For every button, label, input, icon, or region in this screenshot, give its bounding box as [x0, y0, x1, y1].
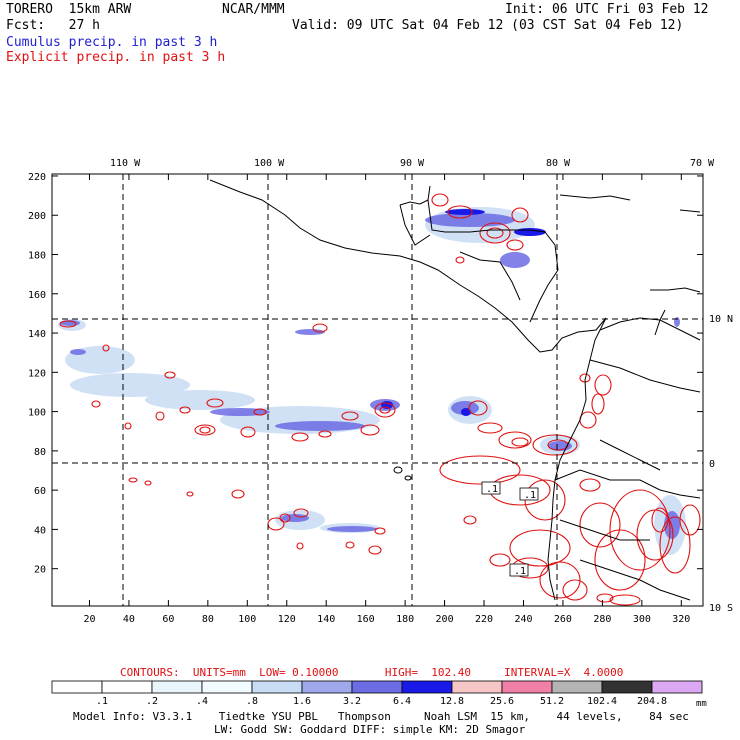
y-tick-label: 140 [28, 329, 46, 340]
colorbar-label: 204.8 [637, 696, 667, 707]
y-tick-label: 200 [28, 211, 46, 222]
x-tick-label: 40 [123, 614, 135, 625]
x-tick-label: 200 [436, 614, 454, 625]
x-tick-labels: 20 40 60 80 100 120 140 160 180 200 220 240 260 280 30… [83, 614, 690, 625]
colorbar-units: mm [696, 699, 707, 709]
y-tick-label: 40 [34, 525, 46, 536]
explicit-field-label: Explicit precip. in past 3 h [6, 50, 226, 65]
colorbar-label: 51.2 [540, 696, 564, 707]
colorbar-labels: .1 .2 .4 .8 1.6 3.2 6.4 12.8 25.6 51.2 102.4 204.8 [96, 696, 667, 707]
x-tick-label: 180 [396, 614, 414, 625]
x-tick-label: 240 [514, 614, 532, 625]
y-tick-label: 80 [34, 447, 46, 458]
y-tick-label: 20 [34, 565, 46, 576]
colorbar-swatch [51, 680, 103, 694]
colorbar-label: 102.4 [587, 696, 617, 707]
colorbar-label: 1.6 [293, 696, 311, 707]
init-time: Init: 06 UTC Fri 03 Feb 12 [505, 2, 709, 17]
x-tick-label: 220 [475, 614, 493, 625]
lat-label-10n: 10 N [709, 314, 733, 325]
colorbar-swatch [601, 680, 653, 694]
coastlines [209, 179, 701, 601]
colorbar-swatch [151, 680, 203, 694]
colorbar-swatch [101, 680, 153, 694]
lat-label-10s: 10 S [709, 603, 733, 614]
colorbar-swatch [451, 680, 503, 694]
forecast-hour: Fcst: 27 h [6, 18, 100, 33]
colorbar-swatch [501, 680, 553, 694]
latlon-grid [52, 174, 703, 606]
x-tick-label: 80 [202, 614, 214, 625]
colorbar-label: .1 [96, 696, 108, 707]
contours-info: CONTOURS: UNITS=mm LOW= 0.10000 HIGH= 10… [120, 666, 624, 679]
x-tick-label: 300 [633, 614, 651, 625]
colorbar-swatch [251, 680, 303, 694]
colorbar-swatch [301, 680, 353, 694]
map-frame [51, 173, 704, 607]
model-info: Model Info: V3.3.1 Tiedtke YSU PBL Thomp… [73, 710, 689, 723]
colorbar [51, 680, 703, 694]
colorbar-label: .4 [196, 696, 208, 707]
y-tick-label: 100 [28, 408, 46, 419]
y-tick-label: 180 [28, 251, 46, 262]
axis-ticks [52, 174, 703, 606]
cumulus-precip-shading [58, 207, 686, 555]
svg-text:.1: .1 [524, 490, 536, 501]
colorbar-swatch [551, 680, 603, 694]
physics-info: LW: Godd SW: Goddard DIFF: simple KM: 2D… [214, 723, 526, 736]
lon-label-100w: 100 W [254, 158, 285, 169]
colorbar-swatch [651, 680, 703, 694]
colorbar-swatch [201, 680, 253, 694]
colorbar-swatch [351, 680, 403, 694]
x-tick-label: 260 [554, 614, 572, 625]
lon-label-80w: 80 W [546, 158, 571, 169]
colorbar-label: 3.2 [343, 696, 361, 707]
model-title: TORERO 15km ARW [6, 2, 132, 17]
organization-label: NCAR/MMM [222, 2, 285, 17]
contour-label-2: .1 [519, 487, 539, 501]
x-tick-label: 140 [317, 614, 335, 625]
colorbar-label: .2 [146, 696, 158, 707]
contour-label-1: .1 [481, 481, 501, 495]
colorbar-label: 12.8 [440, 696, 464, 707]
x-tick-label: 160 [357, 614, 375, 625]
y-tick-labels: 20 40 60 80 100 120 140 160 180 200 220 [28, 172, 46, 576]
svg-text:.1: .1 [486, 484, 498, 495]
explicit-precip-contours [59, 193, 701, 606]
colorbar-label: .8 [246, 696, 258, 707]
y-tick-label: 120 [28, 368, 46, 379]
colorbar-label: 6.4 [393, 696, 411, 707]
lon-label-90w: 90 W [400, 158, 425, 169]
svg-text:.1: .1 [514, 566, 526, 577]
valid-time: Valid: 09 UTC Sat 04 Feb 12 (03 CST Sat … [292, 18, 684, 33]
lon-label-110w: 110 W [110, 158, 141, 169]
x-tick-label: 120 [278, 614, 296, 625]
x-tick-label: 280 [593, 614, 611, 625]
y-tick-label: 60 [34, 486, 46, 497]
x-tick-label: 320 [672, 614, 690, 625]
x-tick-label: 20 [83, 614, 95, 625]
x-tick-label: 100 [238, 614, 256, 625]
lon-label-70w: 70 W [690, 158, 715, 169]
colorbar-swatch [401, 680, 453, 694]
lat-label-0: 0 [709, 459, 715, 470]
y-tick-label: 160 [28, 290, 46, 301]
contour-label-3: .1 [509, 563, 529, 577]
y-tick-label: 220 [28, 172, 46, 183]
x-tick-label: 60 [162, 614, 174, 625]
cumulus-field-label: Cumulus precip. in past 3 h [6, 35, 218, 50]
colorbar-label: 25.6 [490, 696, 514, 707]
